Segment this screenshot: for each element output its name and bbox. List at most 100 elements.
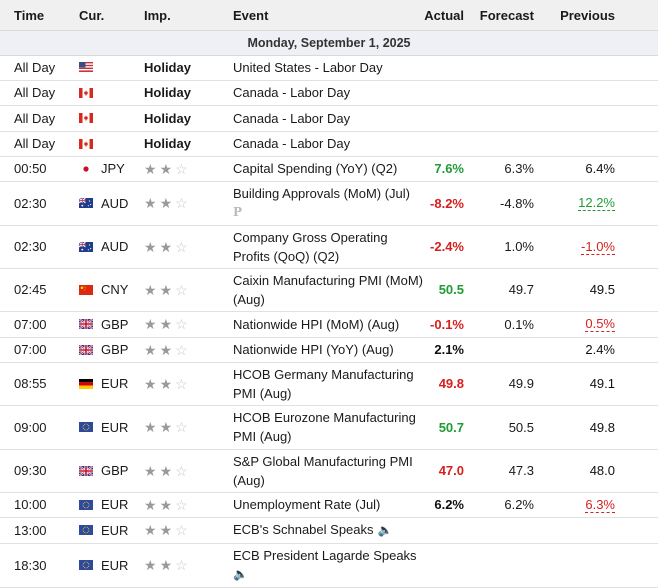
event-name[interactable]: Canada - Labor Day [233,131,423,156]
star-filled-icon: ★ [144,496,157,513]
event-title[interactable]: ECB's Schnabel Speaks [233,522,374,537]
event-title[interactable]: HCOB Germany Manufacturing PMI (Aug) [233,366,414,401]
table-row[interactable]: All Day Holiday Canada - Labor Day [0,80,658,106]
currency-code: EUR [101,522,129,538]
table-row[interactable]: 08:55 EUR ★ ★ ☆ HCOB Germany Manufacturing PM… [0,362,658,406]
event-title[interactable]: Caixin Manufacturing PMI (MoM) (Aug) [233,272,423,307]
col-header-forecast[interactable]: Forecast [479,8,534,23]
event-title[interactable]: United States - Labor Day [233,59,383,75]
star-filled-icon: ★ [159,462,173,479]
table-row[interactable]: All Day Holiday Canada - Labor Day [0,131,658,157]
event-time: 07:00 [14,342,47,357]
star-empty-icon: ☆ [175,522,188,538]
table-row[interactable]: 02:30 AUD ★ ★ ☆ Company Gross Operating Profi… [0,225,658,269]
event-name[interactable]: Capital Spending (YoY) (Q2) [233,156,423,181]
table-row[interactable]: All Day Holiday Canada - Labor Day [0,105,658,132]
previous-value[interactable]: 12.2% [578,195,615,211]
previous-value: 48.0 [589,463,615,478]
star-filled-icon: ★ [159,522,173,538]
ca-flag [79,80,93,105]
event-name[interactable]: Caixin Manufacturing PMI (MoM) (Aug) [233,268,423,311]
event-name[interactable]: Canada - Labor Day [233,80,423,105]
star-empty-icon: ☆ [175,419,188,435]
importance-stars: ★ ★ ☆ [144,449,191,492]
event-name[interactable]: Company Gross Operating Profits (QoQ) (Q… [233,225,423,268]
currency-code: EUR [101,376,129,391]
event-title[interactable]: Nationwide HPI (YoY) (Aug) [233,342,394,357]
previous-value[interactable]: 6.3% [585,496,615,513]
event-time: 13:00 [14,522,47,538]
table-row[interactable]: 00:50 JPY ★ ★ ☆ Capital Spending (YoY) (Q2) 7.… [0,156,658,182]
de-flag [79,362,93,405]
importance-stars: ★ ★ ☆ [144,225,191,268]
event-title[interactable]: Capital Spending (YoY) (Q2) [233,161,398,176]
event-time: 08:55 [14,376,47,391]
event-time: 02:30 [14,239,47,254]
forecast-value: 47.3 [508,463,534,478]
col-header-previous[interactable]: Previous [560,8,615,23]
event-title[interactable]: Canada - Labor Day [233,110,351,126]
event-title[interactable]: Nationwide HPI (MoM) (Aug) [233,316,400,332]
table-row[interactable]: All Day Holiday United States - Labor Day [0,54,658,81]
table-row[interactable]: 07:00 GBP ★ ★ ☆ Nationwide HPI (MoM) (Aug) -0.… [0,311,658,338]
event-name[interactable]: ECB's Schnabel Speaks 🔈 [233,517,423,543]
preliminary-icon: P [233,205,243,219]
event-title[interactable]: Canada - Labor Day [233,136,351,151]
table-row[interactable]: 10:00 EUR ★ ★ ☆ Unemployment Rate (Jul) 6.2% 6.… [0,492,658,518]
previous-value[interactable]: 0.5% [585,316,615,332]
forecast-value: -4.8% [500,195,534,211]
event-name[interactable]: Canada - Labor Day [233,105,423,131]
ca-flag [79,105,93,131]
event-name[interactable]: Nationwide HPI (MoM) (Aug) [233,311,423,337]
event-name[interactable]: HCOB Germany Manufacturing PMI (Aug) [233,362,423,405]
forecast-value: 6.3% [504,161,534,176]
event-name[interactable]: United States - Labor Day [233,54,423,80]
event-name[interactable]: S&P Global Manufacturing PMI (Aug) [233,449,423,492]
event-name[interactable]: HCOB Eurozone Manufacturing PMI (Aug) [233,405,423,449]
star-filled-icon: ★ [144,195,157,211]
star-filled-icon: ★ [144,160,157,177]
event-name[interactable]: ECB President Lagarde Speaks 🔈 [233,543,423,587]
previous-value: 49.8 [589,419,615,435]
event-name[interactable]: Nationwide HPI (YoY) (Aug) [233,337,423,362]
col-header-importance[interactable]: Imp. [144,8,171,23]
table-row[interactable]: 09:30 GBP ★ ★ ☆ S&P Global Manufacturing PMI … [0,449,658,493]
event-title[interactable]: Unemployment Rate (Jul) [233,497,381,512]
previous-value: 6.4% [585,161,615,176]
previous-value[interactable]: -1.0% [581,238,615,255]
star-empty-icon: ☆ [175,557,188,573]
event-title[interactable]: Building Approvals (MoM) (Jul) [233,186,411,201]
au-flag [79,225,93,268]
event-time: 10:00 [14,497,47,512]
event-title[interactable]: ECB President Lagarde Speaks [233,548,417,563]
actual-value: -0.1% [430,316,464,332]
event-title[interactable]: HCOB Eurozone Manufacturing PMI (Aug) [233,410,416,444]
event-title[interactable]: S&P Global Manufacturing PMI (Aug) [233,453,413,488]
star-filled-icon: ★ [159,160,173,177]
col-header-actual[interactable]: Actual [424,8,464,23]
event-title[interactable]: Company Gross Operating Profits (QoQ) (Q… [233,229,388,264]
table-row[interactable]: 02:30 AUD ★ ★ ☆ Building Approvals (MoM) (Jul… [0,181,658,226]
gb-flag [79,337,93,362]
forecast-value: 1.0% [504,239,534,254]
table-row[interactable]: 18:30 EUR ★ ★ ☆ ECB President Lagarde Speaks 🔈 [0,543,658,588]
table-row[interactable]: 09:00 EUR ★ ★ ☆ HCOB Eurozone Manufacturing P… [0,405,658,450]
eu-flag [79,492,93,517]
event-title[interactable]: Canada - Labor Day [233,85,351,100]
col-header-time[interactable]: Time [14,8,45,23]
table-row[interactable]: 13:00 EUR ★ ★ ☆ ECB's Schnabel Speaks 🔈 [0,517,658,544]
currency-code: AUD [101,195,129,211]
forecast-value: 50.5 [508,419,534,435]
table-row[interactable]: 02:45 CNY ★ ★ ☆ Caixin Manufacturing PMI (MoM… [0,268,658,312]
actual-value: -2.4% [430,239,464,254]
event-name[interactable]: Unemployment Rate (Jul) [233,492,423,517]
actual-value: 2.1% [434,342,464,357]
table-header: Time Cur. Imp. Event Actual Forecast Pre… [0,0,658,30]
event-name[interactable]: Building Approvals (MoM) (Jul) P [233,181,423,225]
event-time: 02:45 [14,282,47,297]
actual-value: 49.8 [438,376,464,391]
col-header-currency[interactable]: Cur. [79,8,105,23]
star-filled-icon: ★ [159,281,173,298]
col-header-event[interactable]: Event [233,8,269,23]
table-row[interactable]: 07:00 GBP ★ ★ ☆ Nationwide HPI (YoY) (Aug) 2.1… [0,337,658,363]
